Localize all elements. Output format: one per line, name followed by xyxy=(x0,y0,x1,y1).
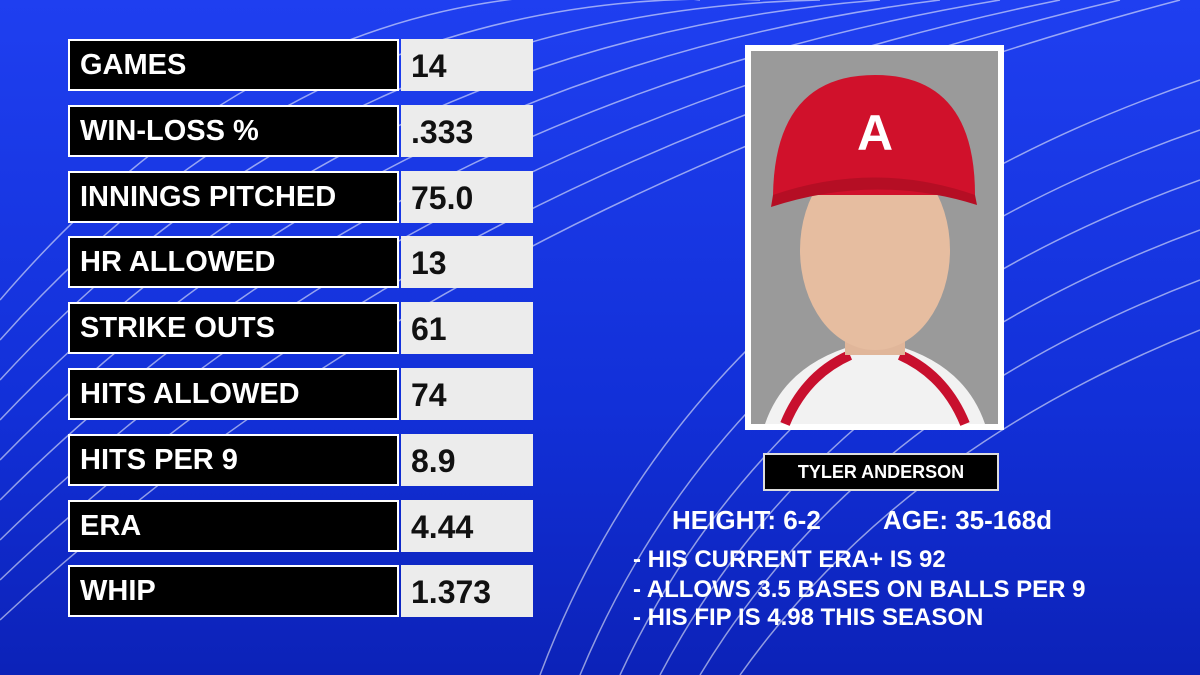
svg-text:A: A xyxy=(857,105,893,161)
stat-value: 1.373 xyxy=(401,565,533,618)
stat-label: HITS PER 9 xyxy=(68,433,399,486)
stat-value: .333 xyxy=(401,104,533,157)
player-name: TYLER ANDERSON xyxy=(763,453,999,491)
stat-value: 8.9 xyxy=(401,433,533,486)
stat-value: 61 xyxy=(401,302,533,355)
stat-label: ERA xyxy=(68,499,399,552)
note: - HIS FIP IS 4.98 THIS SEASON xyxy=(633,604,984,631)
stat-value: 13 xyxy=(401,236,533,289)
note: - HIS CURRENT ERA+ IS 92 xyxy=(633,546,946,573)
player-height: HEIGHT: 6-2 xyxy=(672,505,821,535)
stat-label: STRIKE OUTS xyxy=(68,302,399,355)
stat-label: INNINGS PITCHED xyxy=(68,170,399,223)
stat-label: GAMES xyxy=(68,39,399,91)
stat-label: HR ALLOWED xyxy=(68,236,399,289)
stat-value: 14 xyxy=(401,39,533,91)
player-age: AGE: 35-168d xyxy=(883,505,1053,535)
stat-label: HITS ALLOWED xyxy=(68,368,399,420)
stat-label: WIN-LOSS % xyxy=(68,104,399,157)
stat-value: 4.44 xyxy=(401,499,533,552)
photo-illustration: A xyxy=(751,51,998,426)
stat-value: 74 xyxy=(401,368,533,420)
player-photo: A xyxy=(745,45,1004,430)
note: - ALLOWS 3.5 BASES ON BALLS PER 9 xyxy=(633,576,1086,603)
stat-value: 75.0 xyxy=(401,170,533,223)
stat-label: WHIP xyxy=(68,565,399,618)
